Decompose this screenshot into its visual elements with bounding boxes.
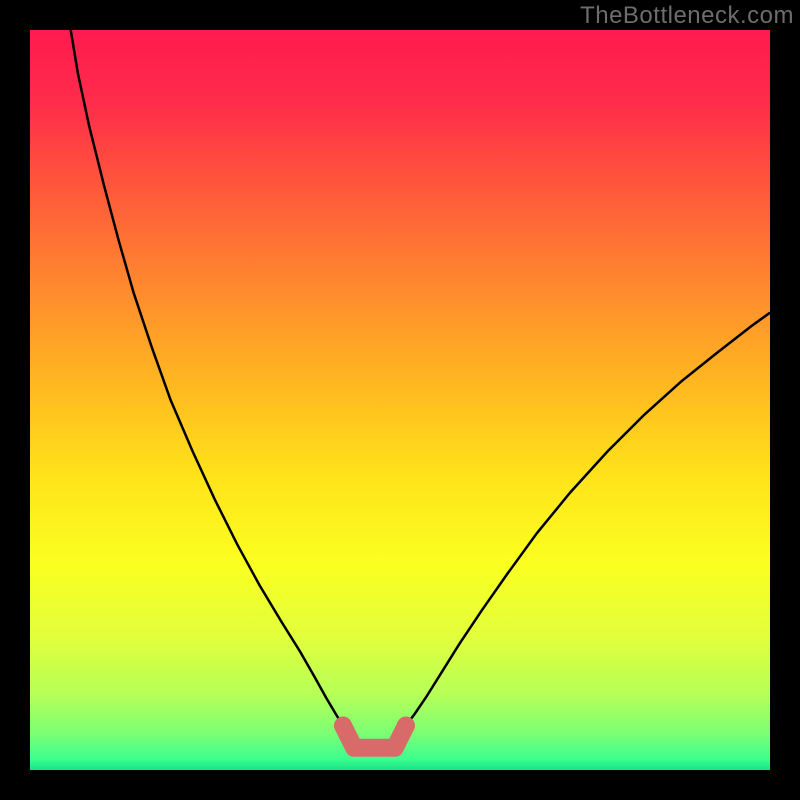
highlight-cap-left: [334, 717, 352, 735]
highlight-bridge: [343, 726, 406, 748]
plot-area: [30, 30, 770, 770]
curve-left-branch: [71, 30, 343, 726]
watermark-text: TheBottleneck.com: [580, 0, 800, 30]
bottleneck-curve-svg: [30, 30, 770, 770]
highlight-cap-right: [397, 717, 415, 735]
chart-stage: TheBottleneck.com: [0, 0, 800, 800]
curve-right-branch: [406, 313, 770, 726]
